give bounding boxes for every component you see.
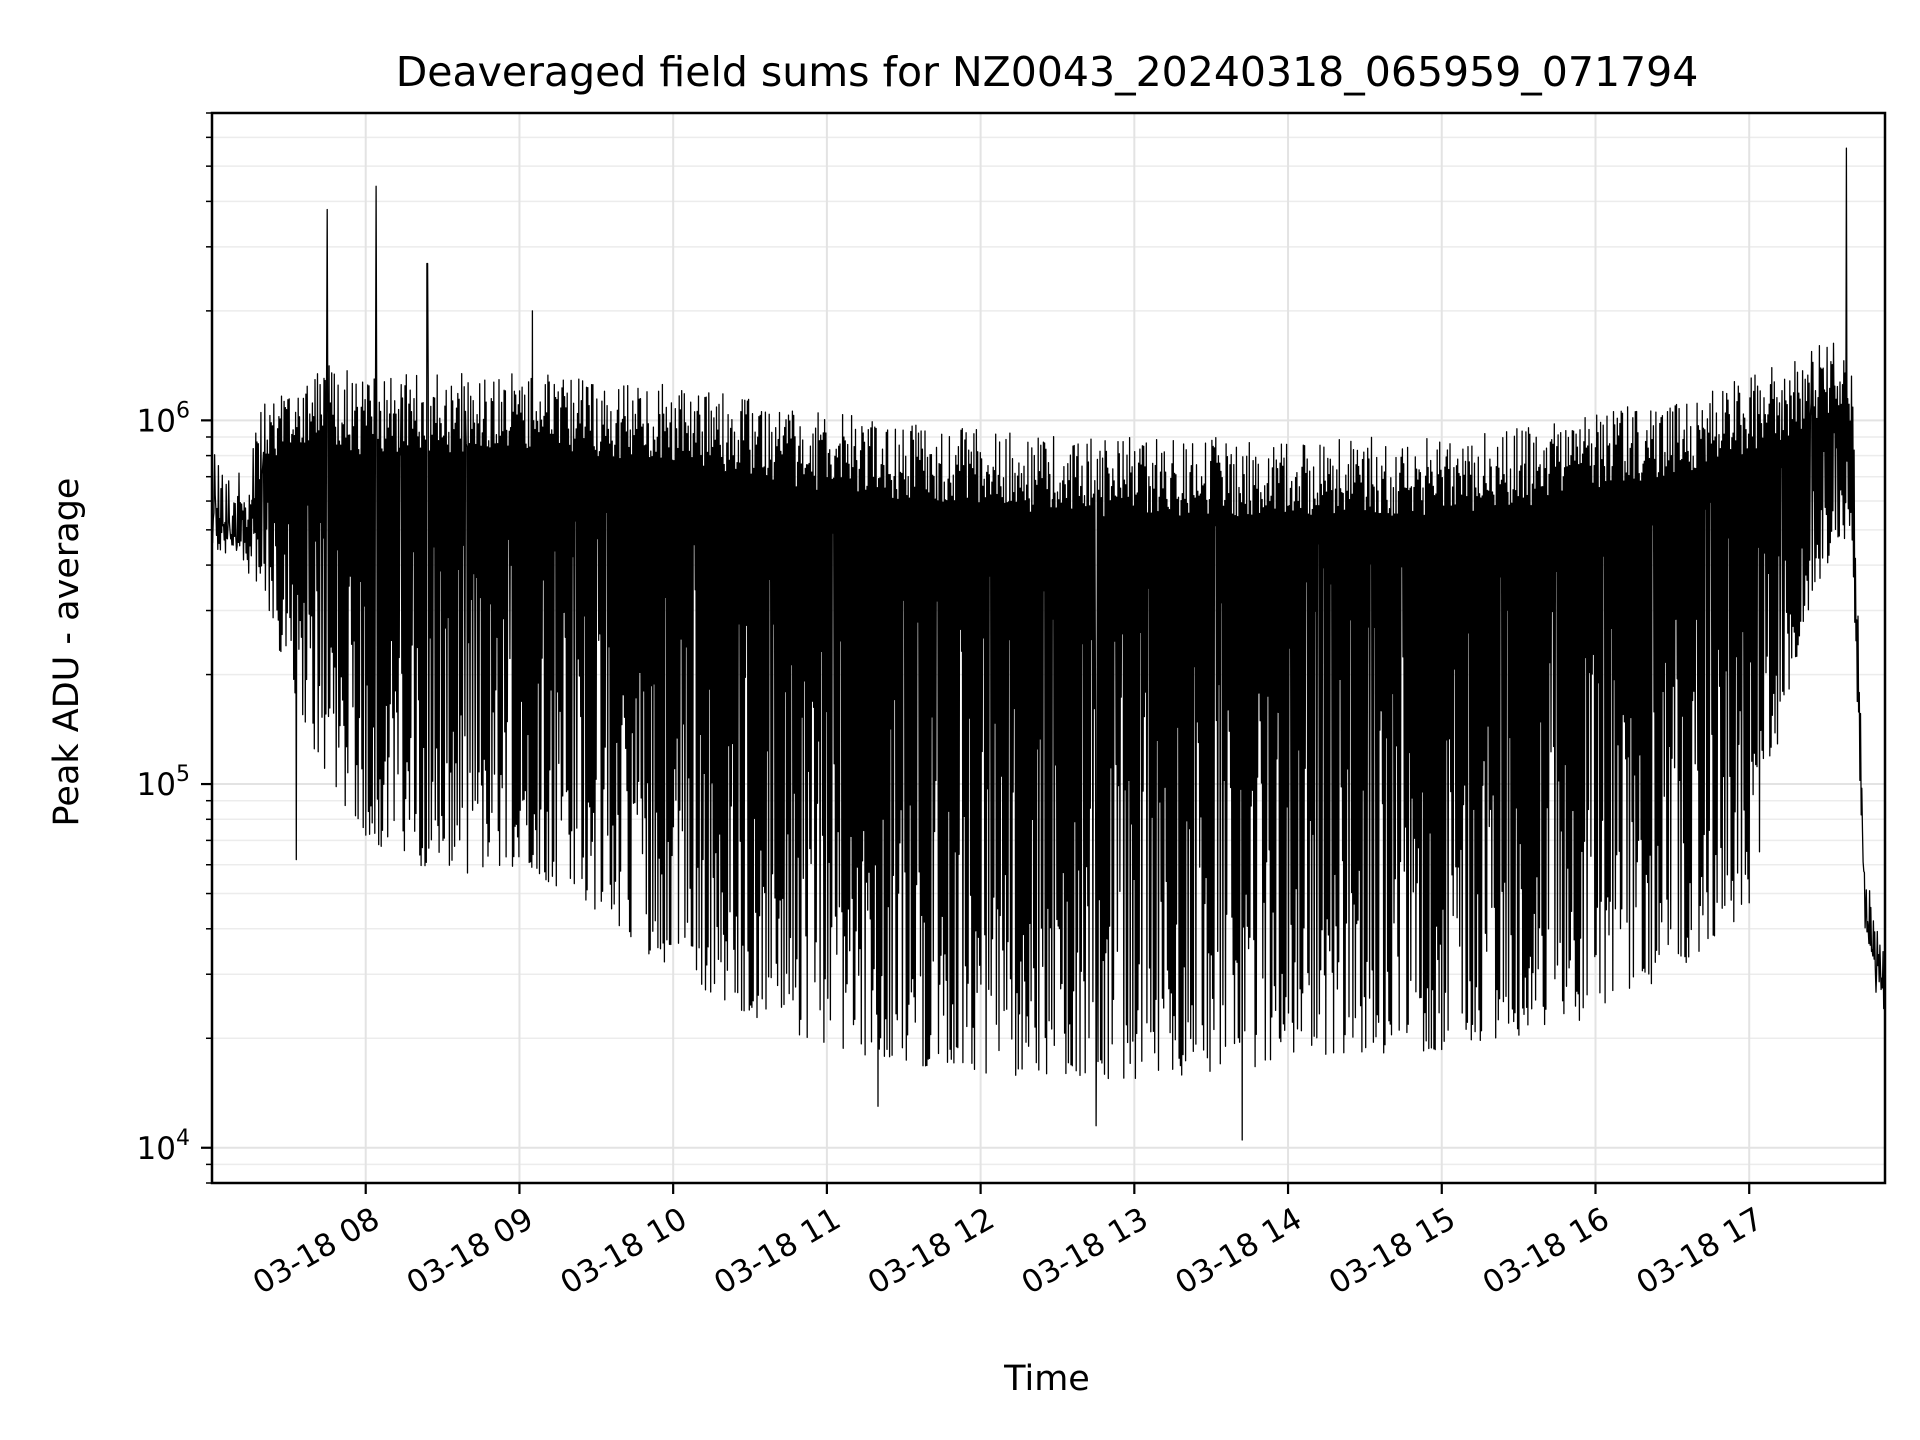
y-tick-label: 104 [137,1126,190,1167]
y-tick-label: 106 [137,398,190,439]
series-line [211,147,1886,1141]
x-axis-label: Time [1003,1359,1090,1399]
y-axis-label: Peak ADU - average [47,478,87,827]
plot-frame [210,111,1887,1185]
data-series [211,147,1886,1141]
y-tick-label: 105 [137,762,190,803]
chart-title: Deaveraged field sums for NZ0043_2024031… [396,48,1699,96]
y-axis: 104 105 106 [137,112,212,1184]
